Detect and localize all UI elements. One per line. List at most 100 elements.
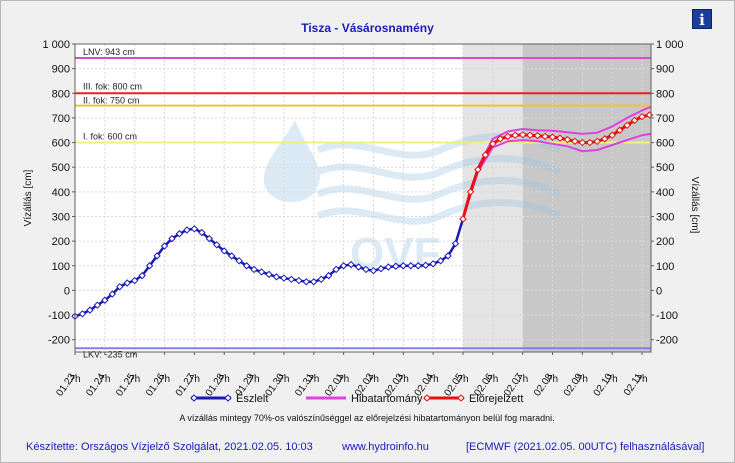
forecast-point: [489, 140, 497, 148]
x-tick-hour: 7h: [278, 374, 289, 385]
observed-point: [205, 234, 214, 243]
forecast-point: [541, 132, 549, 141]
observed-point: [265, 270, 273, 279]
plot-border: [74, 43, 652, 353]
forecast-point: [645, 111, 654, 119]
forecast-point: [496, 135, 504, 143]
legend-error-band-label: Hibatartomány: [351, 393, 423, 405]
observed-point: [324, 271, 333, 280]
y-tick-label-left: -100: [48, 310, 70, 322]
y-tick-label-left: 800: [52, 88, 70, 100]
observed-point: [310, 278, 318, 286]
x-tick-hour: 7h: [219, 374, 230, 385]
forecast-point: [608, 131, 616, 139]
forecast-point: [563, 135, 572, 144]
x-tick-hour: 7h: [189, 374, 200, 385]
observed-point: [235, 257, 243, 265]
x-tick-hour: 7h: [577, 374, 588, 385]
legend-forecast-label: Előrejelzett: [469, 393, 523, 405]
error-band-lower: [462, 132, 652, 220]
observed-point: [138, 271, 146, 280]
observed-point: [213, 241, 221, 249]
footer-author: Készítette: Országos Vízjelző Szolgálat,…: [26, 441, 313, 453]
observed-point: [287, 275, 296, 284]
y-tick-label-right: 700: [656, 113, 674, 125]
observed-point: [354, 263, 363, 271]
watermark-drop-icon: [263, 120, 320, 203]
observed-point: [250, 265, 258, 274]
observed-point: [93, 301, 102, 309]
forecast-point: [623, 121, 631, 130]
observed-point: [392, 262, 400, 270]
observed-point: [198, 228, 206, 237]
x-tick-hour: 7h: [636, 374, 647, 385]
forecast-point: [504, 132, 512, 141]
watermark-wave-2: [316, 177, 562, 203]
legend-observed-label: Észlelt: [236, 392, 268, 405]
y-tick-label-left: 600: [52, 138, 70, 150]
reference-label-4: LKV: -235 cm: [83, 349, 137, 359]
observed-point: [220, 247, 228, 255]
watermark-wave-0: [316, 133, 562, 159]
observed-point: [399, 262, 407, 270]
y-tick-label-left: 300: [52, 211, 70, 223]
forecast-point: [466, 188, 475, 196]
error-band-note: A vízállás mintegy 70%-os valószínűségge…: [179, 413, 554, 423]
x-tick-hour: 7h: [547, 374, 558, 385]
y-tick-label-left: 100: [52, 261, 70, 273]
x-tick-hour: 7h: [517, 374, 528, 385]
observed-point: [153, 252, 161, 260]
reference-label-2: II. fok: 750 cm: [83, 95, 140, 105]
error-band-upper: [462, 105, 652, 220]
x-tick-hour: 7h: [428, 374, 439, 385]
footer-model: [ECMWF (2021.02.05. 00UTC) felhasználásá…: [466, 441, 705, 453]
forecast-point: [474, 165, 482, 174]
forecast-point: [638, 112, 646, 121]
forecast-point: [511, 131, 519, 139]
observed-point: [436, 257, 445, 265]
observed-point: [421, 261, 430, 269]
x-tick-hour: 7h: [457, 374, 468, 385]
y-tick-label-right: 400: [656, 187, 674, 199]
observed-point: [414, 262, 422, 270]
observed-point: [444, 252, 452, 260]
observed-point: [362, 265, 370, 274]
x-tick-hour: 7h: [249, 374, 260, 385]
y-tick-label-right: 900: [656, 64, 674, 76]
x-tick-hour: 7h: [99, 374, 110, 385]
forecast-point: [533, 131, 542, 140]
observed-point: [160, 242, 169, 250]
forecast-point: [571, 137, 579, 146]
observed-point: [145, 262, 154, 270]
reference-label-1: III. fok: 800 cm: [83, 81, 142, 91]
observed-point: [242, 262, 251, 270]
footer-website[interactable]: www.hydroinfo.hu: [342, 441, 429, 453]
y-tick-label-right: 0: [656, 285, 662, 297]
y-axis-label-right: Vízállás [cm]: [689, 177, 700, 234]
observed-point: [429, 260, 437, 268]
info-icon[interactable]: i: [692, 9, 712, 29]
y-tick-label-right: -200: [656, 335, 678, 347]
y-tick-label-left: 1 000: [42, 39, 70, 51]
forecast-point: [526, 131, 534, 139]
legend-forecast-marker: [457, 394, 465, 402]
observed-point: [295, 276, 303, 285]
y-tick-label-right: 200: [656, 236, 674, 248]
x-tick-hour: 7h: [338, 374, 349, 385]
y-tick-label-right: 800: [656, 88, 674, 100]
y-tick-label-right: 600: [656, 138, 674, 150]
observed-point: [123, 279, 131, 287]
x-tick-hour: 7h: [368, 374, 379, 385]
observed-point: [339, 262, 348, 270]
y-tick-label-left: 700: [52, 113, 70, 125]
forecast-point: [601, 135, 609, 143]
x-tick-hour: 7h: [129, 374, 140, 385]
forecast-point: [459, 215, 467, 223]
chart-title: Tisza - Vásárosnamény: [301, 21, 434, 35]
x-tick-hour: 7h: [69, 374, 80, 385]
observed-point: [101, 296, 109, 304]
observed-point: [168, 234, 176, 243]
forecast-point: [615, 126, 624, 134]
shaded-region-1: [522, 44, 651, 352]
